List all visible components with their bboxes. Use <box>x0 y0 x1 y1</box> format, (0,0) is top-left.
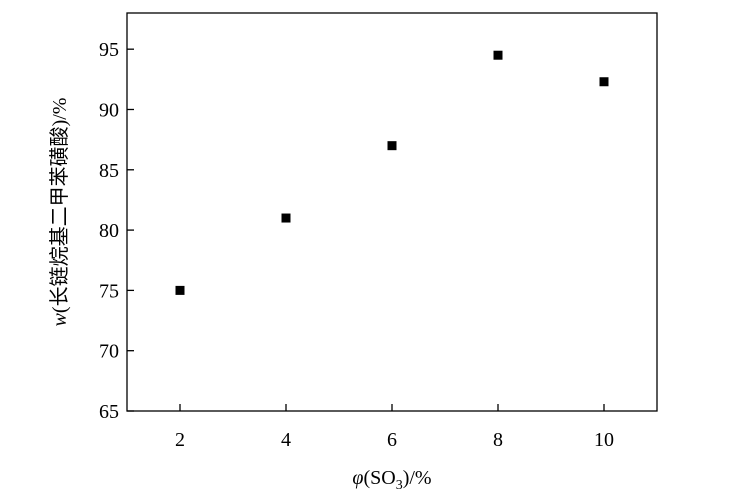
x-tick-label: 6 <box>387 429 397 451</box>
data-points <box>175 50 609 295</box>
x-tick-label: 2 <box>175 429 185 451</box>
x-axis-ticks: 2 4 6 8 10 <box>175 404 614 451</box>
y-tick-label: 65 <box>99 401 119 423</box>
y-tick-label: 85 <box>99 160 119 182</box>
y-tick-label: 70 <box>99 341 119 363</box>
x-tick-label: 4 <box>281 429 291 451</box>
y-tick-label: 90 <box>99 99 119 121</box>
y-axis-title-text: (长链烷基二甲苯磺酸)/% <box>48 98 71 314</box>
y-tick-label: 95 <box>99 39 119 61</box>
x-axis-title-symbol: φ <box>352 467 363 489</box>
y-axis-title: w(长链烷基二甲苯磺酸)/% <box>48 98 71 327</box>
y-axis-ticks: 65 70 75 80 85 90 95 <box>99 39 134 423</box>
y-tick-label: 80 <box>99 220 119 242</box>
y-tick-label: 75 <box>99 280 119 302</box>
data-point <box>599 77 609 87</box>
data-point <box>281 213 291 223</box>
x-axis-title-subscript: 3 <box>396 478 403 493</box>
x-tick-label: 8 <box>493 429 503 451</box>
x-axis-title-open: (SO <box>363 467 395 489</box>
data-point <box>387 141 397 151</box>
data-point <box>175 285 185 295</box>
x-axis-title-close: )/% <box>403 467 432 489</box>
data-point <box>493 50 503 60</box>
x-tick-label: 10 <box>594 429 614 451</box>
y-axis-title-symbol: w <box>49 312 71 326</box>
x-axis-title: φ(SO3)/% <box>352 467 431 493</box>
